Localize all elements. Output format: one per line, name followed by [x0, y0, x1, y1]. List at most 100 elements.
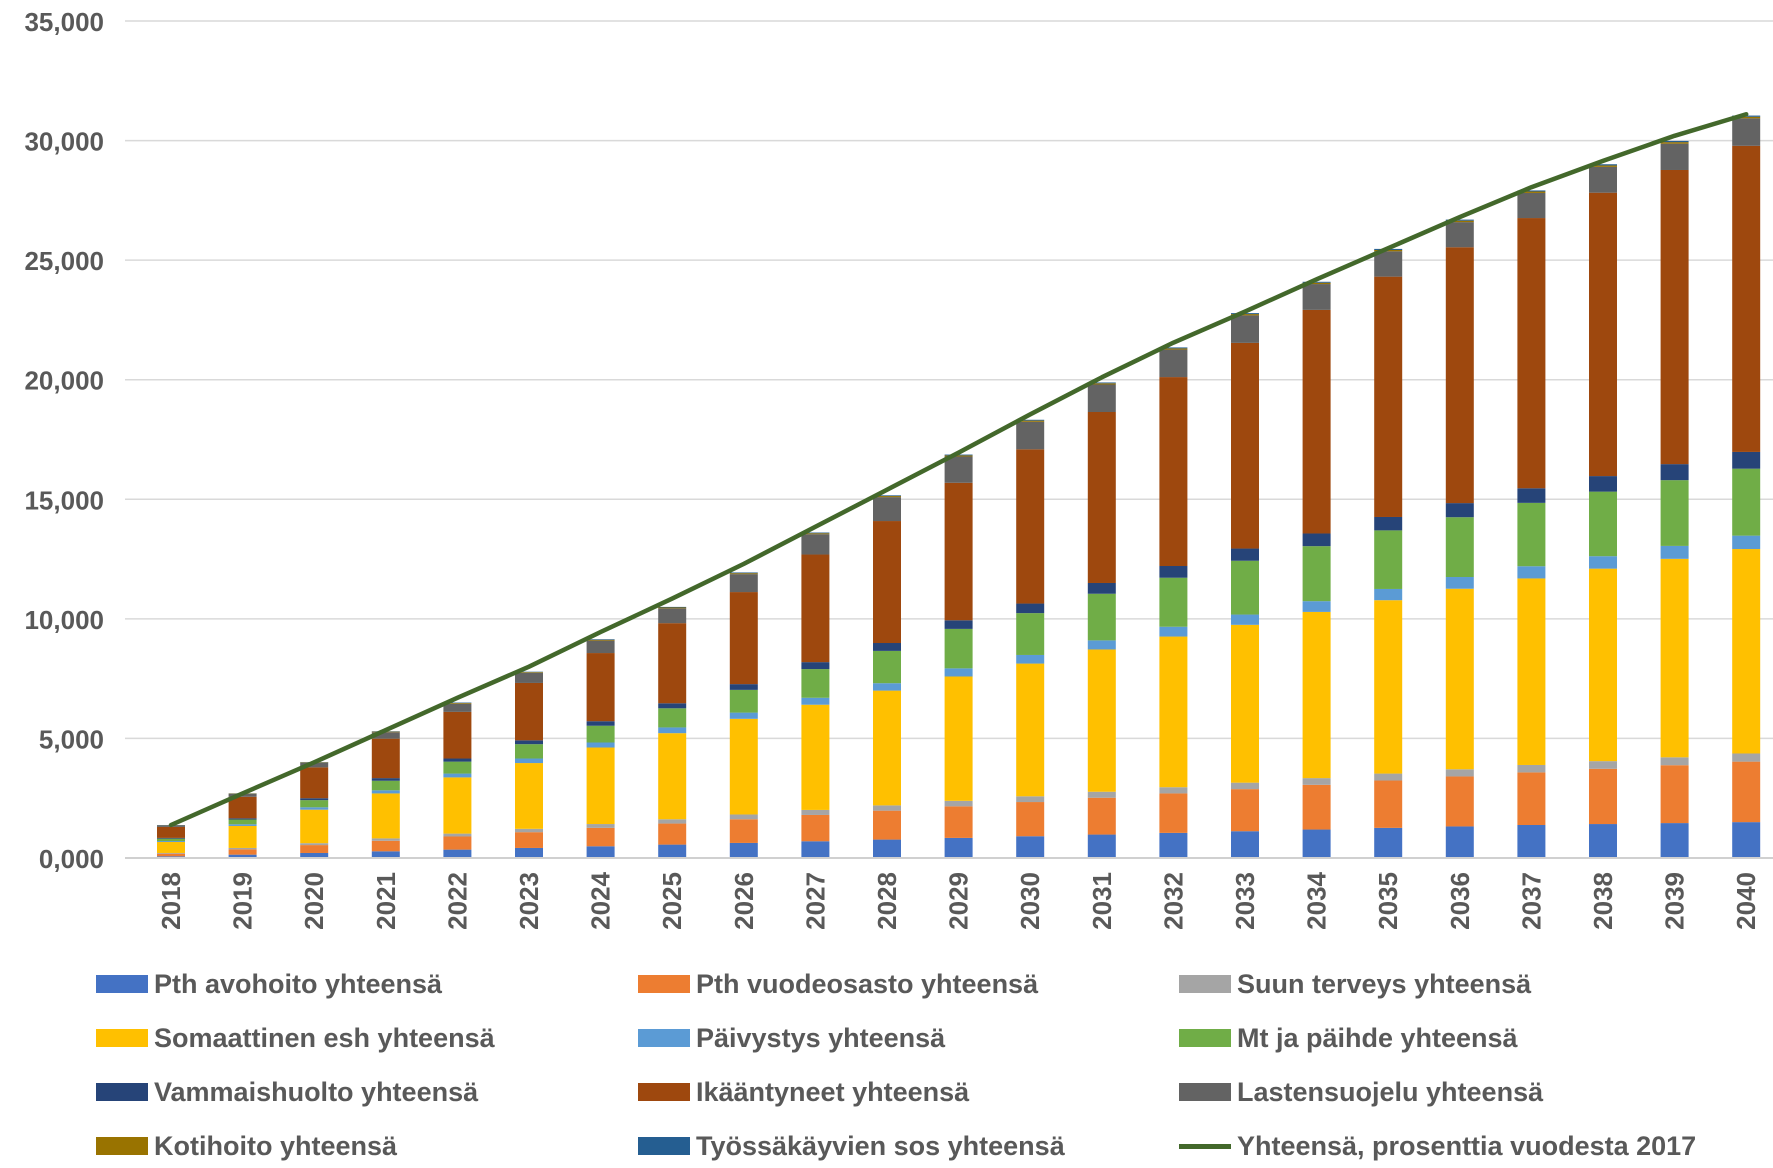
bar-segment [944, 482, 973, 621]
bar-segment [801, 554, 830, 663]
bar-segment [1517, 218, 1546, 489]
bar-segment [1517, 192, 1546, 219]
bar-segment [1589, 768, 1617, 825]
legend-label: Mt ja päihde yhteensä [1237, 1022, 1518, 1053]
bar-segment [729, 712, 758, 719]
bar-segment [1374, 516, 1403, 531]
bar-segment [873, 650, 901, 684]
bar-segment [1589, 761, 1617, 769]
bar-segment [157, 841, 185, 842]
y-tick-label: 20,000 [24, 366, 104, 396]
bar-segment [944, 455, 973, 457]
bar-segment [300, 809, 329, 844]
bar-segment [443, 703, 472, 712]
legend-label: Pth avohoito yhteensä [154, 968, 443, 999]
bar-segment [1231, 831, 1259, 858]
bar-segment [1445, 219, 1474, 221]
bar-segment [1374, 600, 1403, 774]
legend-label: Päivystys yhteensä [696, 1022, 946, 1053]
bar-segment [157, 853, 185, 857]
bar-segment [1445, 503, 1474, 518]
bar-segment [515, 847, 543, 858]
bar-segment [873, 805, 901, 811]
bar-segment [300, 762, 329, 768]
bar-segment [1517, 772, 1546, 825]
bar-segment [1589, 491, 1617, 557]
bar-segment [1159, 787, 1188, 794]
bar-segment [1589, 556, 1617, 569]
bar-segment [1231, 789, 1259, 832]
bar-segment [1589, 166, 1617, 193]
bar-segment [1660, 169, 1689, 465]
bar-segment [1159, 566, 1188, 578]
legend-swatch [96, 975, 148, 993]
bar-segment [1517, 764, 1546, 773]
bar-segment [1660, 757, 1689, 766]
bar-segment [658, 733, 687, 820]
bar-segment [658, 606, 687, 608]
bar-segment [1016, 654, 1045, 664]
x-tick-label: 2040 [1731, 872, 1761, 930]
bar-segment [1159, 577, 1188, 627]
bar-segment [801, 532, 830, 534]
bar-segment [1660, 823, 1689, 858]
y-tick-label: 35,000 [24, 7, 104, 37]
legend-item: Mt ja päihde yhteensä [1179, 1018, 1518, 1058]
bar-segment [873, 839, 901, 858]
legend-item: Työssäkäyvien sos yhteensä [638, 1126, 1065, 1166]
bar-segment [515, 832, 543, 848]
x-tick-label: 2020 [299, 872, 329, 930]
x-tick-label: 2022 [442, 872, 472, 930]
bar-segment [1159, 636, 1188, 788]
x-tick-label: 2018 [156, 872, 186, 930]
bar-segment [157, 826, 185, 838]
bar-segment [1087, 640, 1116, 650]
bar-segment [443, 777, 472, 834]
bar-segment [228, 818, 257, 820]
bar-segment [944, 676, 973, 801]
bar-segment [1732, 118, 1761, 146]
bar-segment [1732, 535, 1761, 550]
bar-segment [944, 837, 973, 858]
bar-segment [1231, 560, 1259, 615]
bar-segment [1159, 793, 1188, 833]
bar-segment [1087, 383, 1116, 385]
bar-segment [515, 758, 543, 764]
total-line [168, 112, 1749, 828]
bar-segment [658, 727, 687, 734]
x-tick-label: 2023 [514, 872, 544, 930]
bar-segment [1445, 577, 1474, 589]
bar-segment [586, 653, 615, 722]
bar-segment [1660, 142, 1689, 144]
bar-segment [658, 819, 687, 824]
bar-segment [586, 824, 615, 828]
bar-segment [1302, 601, 1331, 612]
x-tick-label: 2038 [1588, 872, 1618, 930]
bar-segment [1517, 488, 1546, 503]
bar-segment [586, 846, 615, 858]
bar-segment [228, 847, 257, 850]
bar-segment [1517, 578, 1546, 765]
bar-segment [1231, 314, 1259, 316]
bar-segment [443, 703, 472, 704]
legend-item: Somaattinen esh yhteensä [96, 1018, 495, 1058]
bar-segment [1589, 476, 1617, 492]
bar-segment [1231, 548, 1259, 561]
bar-segment [1302, 784, 1331, 830]
legend-item: Pth avohoito yhteensä [96, 964, 442, 1004]
bar-segment [729, 819, 758, 843]
bar-segment [228, 824, 257, 826]
bar-segment [944, 620, 973, 629]
bar-segment [1302, 533, 1331, 547]
bar-segment [944, 800, 973, 807]
bar-segment [1159, 377, 1188, 567]
bar-segment [801, 814, 830, 842]
y-tick-label: 25,000 [24, 246, 104, 276]
legend-label: Somaattinen esh yhteensä [154, 1022, 495, 1053]
bar-segment [228, 796, 257, 819]
bar-segment [1016, 663, 1045, 797]
bar-segment [801, 697, 830, 705]
bar-segment [1445, 247, 1474, 504]
bar-segment [1589, 192, 1617, 477]
bar-segment [1087, 649, 1116, 792]
